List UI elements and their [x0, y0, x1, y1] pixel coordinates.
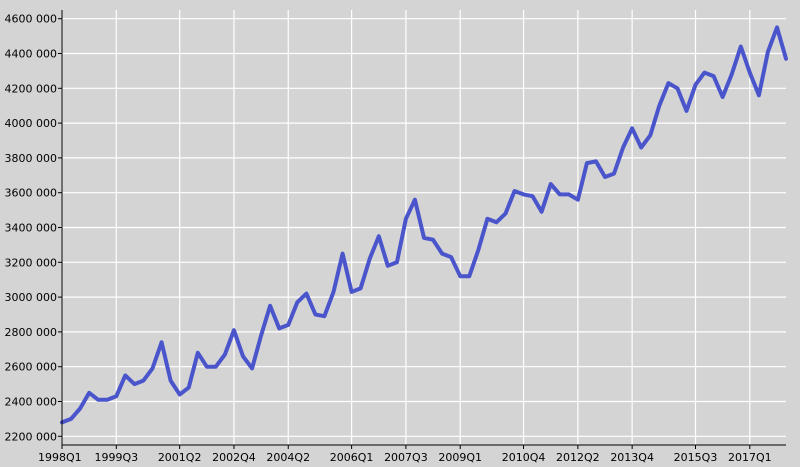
tick-labels: 2200 000 2400 000 2600 000 2800 000 3000 000…: [5, 13, 772, 464]
y-tick-label: 2400 000: [5, 396, 58, 409]
y-tick-label: 4400 000: [5, 48, 58, 61]
x-tick-label: 2001Q2: [158, 451, 202, 464]
y-tick-label: 3200 000: [5, 256, 58, 269]
y-tick-label: 4000 000: [5, 117, 58, 130]
y-tick-label: 3400 000: [5, 222, 58, 235]
x-tick-label: 2013Q4: [610, 451, 654, 464]
x-tick-label: 2006Q1: [330, 451, 374, 464]
x-tick-label: 2007Q3: [384, 451, 428, 464]
y-tick-label: 3600 000: [5, 187, 58, 200]
y-tick-label: 3000 000: [5, 291, 58, 304]
x-tick-label: 2012Q2: [556, 451, 600, 464]
series-line: [60, 25, 788, 425]
y-tick-label: 2800 000: [5, 326, 58, 339]
x-tick-label: 2017Q1: [728, 451, 772, 464]
x-tick-label: 1999Q3: [94, 451, 138, 464]
x-tick-label: 2004Q2: [266, 451, 310, 464]
y-tick-label: 3800 000: [5, 152, 58, 165]
y-tick-label: 2200 000: [5, 430, 58, 443]
y-tick-label: 4600 000: [5, 13, 58, 26]
x-tick-label: 2010Q4: [502, 451, 546, 464]
x-tick-label: 2002Q4: [212, 451, 256, 464]
series-layer: [60, 25, 788, 425]
x-tick-label: 2009Q1: [438, 451, 482, 464]
y-tick-label: 4200 000: [5, 82, 58, 95]
y-tick-label: 2600 000: [5, 361, 58, 374]
axes: [58, 10, 786, 449]
x-tick-label: 1998Q1: [38, 451, 82, 464]
x-tick-label: 2015Q3: [674, 451, 718, 464]
